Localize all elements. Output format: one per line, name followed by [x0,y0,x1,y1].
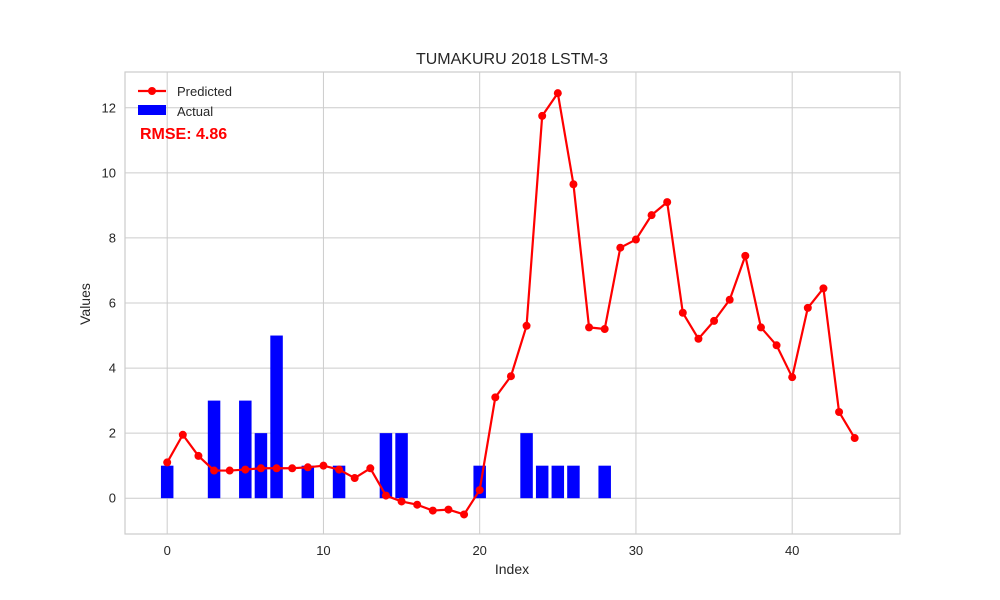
chart-title: TUMAKURU 2018 LSTM-3 [416,51,608,68]
x-axis-label: Index [495,561,529,577]
x-tick-label: 20 [472,543,486,558]
predicted-point [835,407,844,416]
predicted-point [178,430,187,439]
predicted-point [569,180,578,189]
x-tick-label: 30 [629,543,643,558]
predicted-point [475,486,484,495]
y-tick-label: 12 [102,100,116,115]
predicted-point [522,321,531,330]
predicted-point [225,466,234,475]
x-tick-label: 0 [164,543,171,558]
predicted-point [678,308,687,317]
predicted-point [210,466,219,475]
y-axis-label: Values [77,283,93,325]
plot-frame [124,71,901,535]
predicted-point [444,505,453,514]
predicted-point [803,303,812,312]
predicted-point [350,474,359,483]
predicted-point [772,341,781,350]
x-tick-label: 40 [785,543,799,558]
predicted-point [647,211,656,220]
actual-bar [239,400,252,499]
y-tick-label: 10 [102,165,116,180]
actual-bar [332,465,346,499]
actual-bar [598,465,611,499]
predicted-point [303,463,312,472]
predicted-point [819,284,828,293]
predicted-point [616,243,625,252]
actual-bar [301,465,315,499]
gridlines [125,72,900,534]
actual-bar [207,400,221,499]
predicted-point [538,111,547,120]
predicted-point [428,506,437,515]
predicted-line [163,89,859,519]
predicted-point [506,372,515,381]
legend-actual-label: Actual [177,104,213,119]
predicted-point [600,325,609,334]
predicted-point [397,497,406,506]
actual-bar [379,433,393,499]
actual-bars [160,335,611,499]
legend-actual-swatch [138,105,166,115]
legend: Predicted Actual [138,84,232,119]
y-tick-labels: 0 2 4 6 8 10 12 [102,100,116,505]
predicted-point [491,393,500,402]
predicted-point [163,458,172,467]
legend-predicted-label: Predicted [177,84,232,99]
actual-bar [551,465,565,499]
predicted-point [585,323,594,332]
predicted-point [694,334,703,343]
predicted-point [288,464,297,473]
predicted-point [194,451,203,460]
x-tick-labels: 0 10 20 30 40 [164,543,800,558]
actual-bar [567,465,580,499]
y-tick-label: 2 [109,426,116,441]
predicted-point [710,316,719,325]
predicted-point [460,510,469,519]
predicted-point [256,464,265,473]
predicted-point [241,465,250,474]
y-tick-label: 4 [109,361,116,376]
y-tick-label: 8 [109,230,116,245]
actual-bar [520,433,533,499]
actual-bar [270,335,283,499]
predicted-point [335,465,344,474]
predicted-point [663,198,672,207]
predicted-point [272,464,281,473]
predicted-point [850,434,859,443]
y-tick-label: 0 [109,491,116,506]
predicted-point [631,235,640,244]
actual-bar [160,465,174,499]
y-tick-label: 6 [109,296,116,311]
actual-bar [395,433,408,499]
predicted-point [366,464,375,473]
predicted-point [413,500,422,509]
predicted-point [553,89,562,98]
legend-predicted-marker [148,87,156,95]
actual-bar [535,465,549,499]
predicted-point [725,295,734,304]
x-tick-label: 10 [316,543,330,558]
rmse-annotation: RMSE: 4.86 [140,126,227,143]
predicted-point [741,251,750,260]
predicted-point [788,373,797,382]
predicted-point [756,323,765,332]
predicted-point [319,461,328,470]
predicted-point [381,491,390,500]
